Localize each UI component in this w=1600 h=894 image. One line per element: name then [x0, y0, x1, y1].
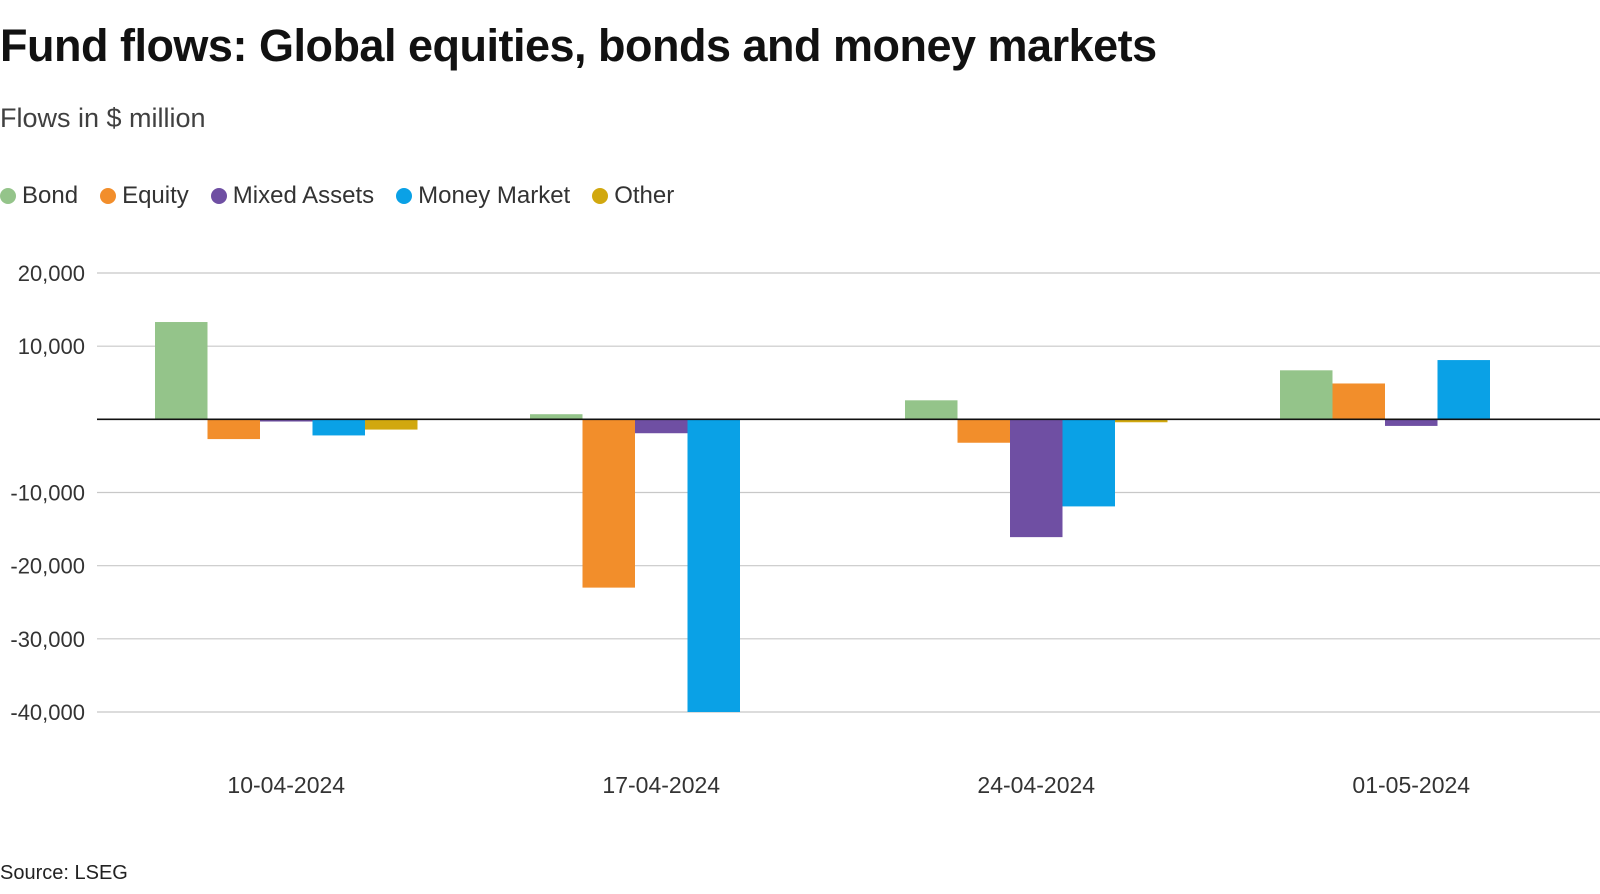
- legend-item-equity: Equity: [100, 182, 189, 210]
- y-tick-label: -30,000: [10, 627, 85, 652]
- x-tick-label: 17-04-2024: [602, 772, 720, 798]
- chart-title: Fund flows: Global equities, bonds and m…: [0, 20, 1157, 71]
- bar-equity-24-04-2024: [957, 419, 1010, 443]
- bar-bond-17-04-2024: [530, 414, 583, 420]
- bar-equity-01-05-2024: [1332, 383, 1385, 420]
- legend-item-money-market: Money Market: [396, 182, 570, 210]
- y-tick-label: 20,000: [18, 261, 85, 286]
- chart-subtitle: Flows in $ million: [0, 103, 206, 133]
- legend-label-bond: Bond: [22, 182, 79, 209]
- y-tick-label: -20,000: [10, 554, 85, 579]
- legend-label-equity: Equity: [122, 182, 189, 209]
- y-tick-label: -40,000: [10, 700, 85, 725]
- bar-bond-01-05-2024: [1280, 370, 1333, 420]
- legend-label-other: Other: [614, 182, 675, 209]
- bar-bond-10-04-2024: [155, 322, 208, 420]
- legend-swatch-money-market: [396, 188, 413, 204]
- bar-other-24-04-2024: [1115, 419, 1168, 423]
- bar-bond-24-04-2024: [905, 400, 958, 420]
- bar-money-market-17-04-2024: [687, 419, 740, 712]
- source-note: Source: LSEG: [0, 862, 128, 884]
- y-tick-label: -10,000: [10, 481, 85, 506]
- bar-mixed-assets-01-05-2024: [1385, 419, 1438, 426]
- legend-swatch-other: [592, 188, 609, 204]
- bar-mixed-assets-17-04-2024: [635, 419, 688, 434]
- legend: Bond Equity Mixed Assets Money Market Ot…: [0, 182, 696, 210]
- legend-swatch-mixed-assets: [210, 188, 227, 204]
- x-tick-label: 01-05-2024: [1352, 772, 1470, 798]
- legend-swatch-equity: [100, 188, 117, 204]
- legend-item-bond: Bond: [0, 182, 78, 210]
- bar-equity-10-04-2024: [207, 419, 260, 440]
- bar-other-10-04-2024: [365, 419, 418, 430]
- legend-swatch-bond: [0, 188, 16, 204]
- legend-item-mixed-assets: Mixed Assets: [210, 182, 375, 210]
- legend-item-other: Other: [592, 182, 674, 210]
- legend-label-money-market: Money Market: [418, 182, 571, 209]
- bar-mixed-assets-24-04-2024: [1010, 419, 1063, 538]
- x-tick-label: 24-04-2024: [977, 772, 1095, 798]
- bar-money-market-24-04-2024: [1062, 419, 1115, 507]
- bar-mixed-assets-10-04-2024: [260, 419, 313, 422]
- x-tick-label: 10-04-2024: [227, 772, 345, 798]
- bar-equity-17-04-2024: [582, 419, 635, 588]
- bar-money-market-10-04-2024: [312, 419, 365, 436]
- y-tick-label: 10,000: [18, 334, 85, 359]
- bar-money-market-01-05-2024: [1437, 360, 1490, 420]
- legend-label-mixed-assets: Mixed Assets: [232, 182, 375, 209]
